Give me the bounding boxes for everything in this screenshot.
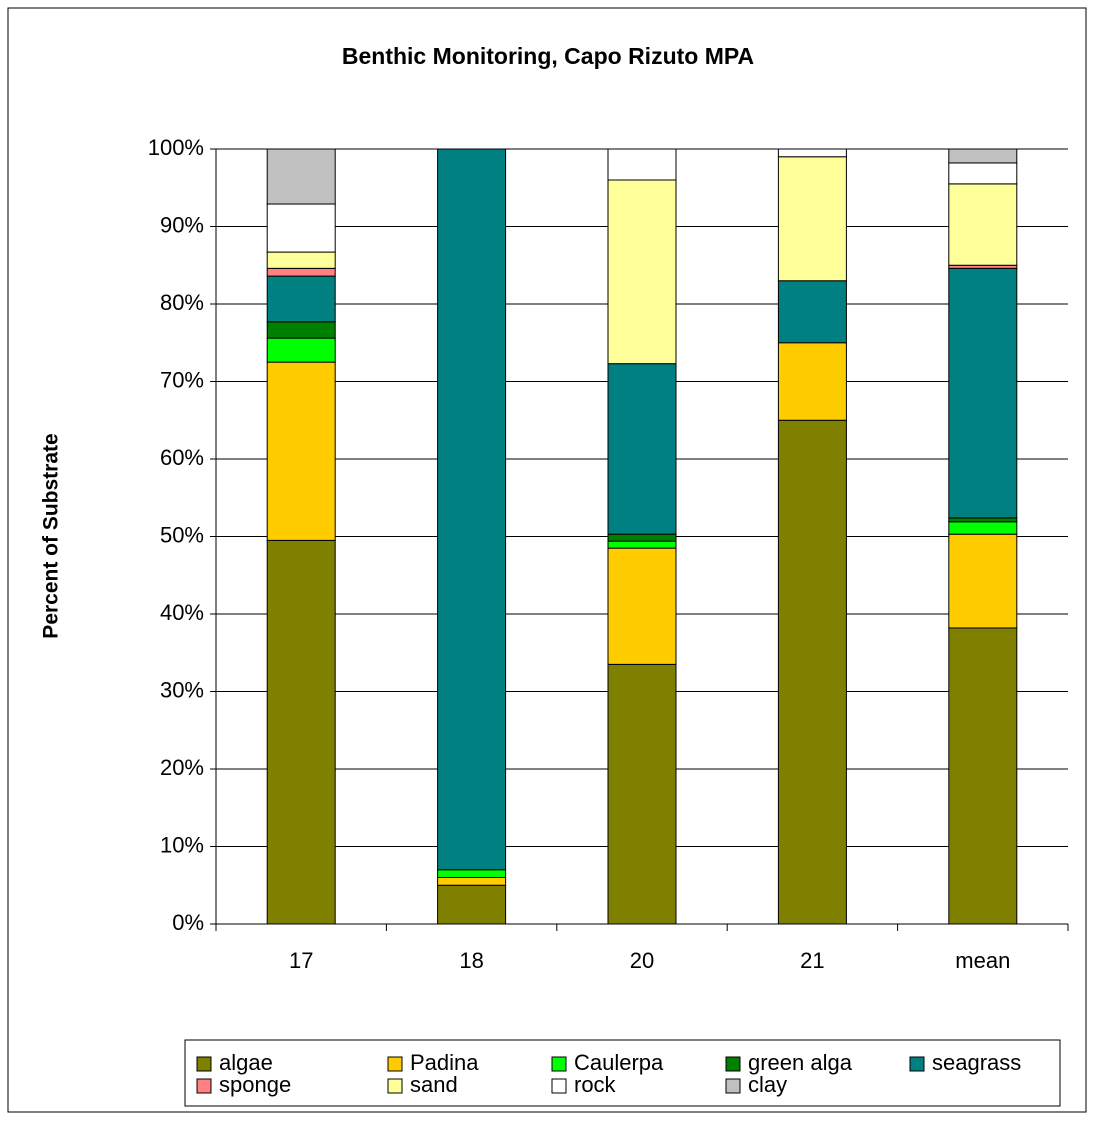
x-tick-label: mean bbox=[955, 948, 1010, 973]
legend-box bbox=[184, 1039, 1061, 1107]
bar-segment bbox=[266, 337, 336, 363]
legend-swatch bbox=[196, 1056, 212, 1072]
x-tick-label: 20 bbox=[630, 948, 654, 973]
legend-swatch bbox=[551, 1078, 567, 1094]
y-tick-label: 0% bbox=[172, 910, 204, 935]
y-tick-label: 100% bbox=[148, 135, 204, 160]
legend-swatch bbox=[387, 1078, 403, 1094]
bar-segment bbox=[437, 877, 507, 886]
y-tick-label: 50% bbox=[160, 522, 204, 547]
x-tick-label: 18 bbox=[459, 948, 483, 973]
bar-segment bbox=[437, 884, 507, 925]
bar-segment bbox=[607, 663, 677, 925]
y-tick-label: 20% bbox=[160, 755, 204, 780]
y-tick-label: 90% bbox=[160, 212, 204, 237]
bar-segment bbox=[948, 148, 1018, 164]
bar-segment bbox=[266, 267, 336, 277]
legend-label: algae bbox=[219, 1050, 273, 1075]
y-tick-label: 70% bbox=[160, 367, 204, 392]
y-tick-label: 40% bbox=[160, 600, 204, 625]
chart-frame bbox=[7, 7, 1087, 1113]
legend-label: seagrass bbox=[932, 1050, 1021, 1075]
bar-segment bbox=[607, 148, 677, 181]
y-tick-label: 10% bbox=[160, 832, 204, 857]
bar-segment bbox=[266, 539, 336, 925]
y-tick-label: 60% bbox=[160, 445, 204, 470]
legend-label: Padina bbox=[410, 1050, 479, 1075]
bar-segment bbox=[607, 179, 677, 365]
bar-segment bbox=[948, 533, 1018, 629]
legend-swatch bbox=[909, 1056, 925, 1072]
legend-label: green alga bbox=[748, 1050, 853, 1075]
bar-segment bbox=[266, 321, 336, 339]
legend-swatch bbox=[551, 1056, 567, 1072]
bar-segment bbox=[437, 148, 507, 871]
y-tick-label: 30% bbox=[160, 677, 204, 702]
bar-segment bbox=[948, 162, 1018, 185]
bar-segment bbox=[266, 251, 336, 269]
bar-segment bbox=[607, 533, 677, 542]
bar-segment bbox=[948, 183, 1018, 266]
legend-swatch bbox=[725, 1056, 741, 1072]
bar-segment bbox=[777, 280, 847, 344]
bar-segment bbox=[607, 547, 677, 665]
legend-swatch bbox=[725, 1078, 741, 1094]
bar-segment bbox=[777, 156, 847, 282]
bar-segment bbox=[266, 203, 336, 253]
legend-swatch bbox=[387, 1056, 403, 1072]
legend-label: clay bbox=[748, 1072, 787, 1097]
bar-segment bbox=[266, 275, 336, 323]
x-tick-label: 21 bbox=[800, 948, 824, 973]
bar-segment bbox=[948, 521, 1018, 535]
legend-label: Caulerpa bbox=[574, 1050, 664, 1075]
legend-swatch bbox=[196, 1078, 212, 1094]
bar-segment bbox=[266, 148, 336, 205]
y-axis-label: Percent of Substrate bbox=[40, 433, 63, 638]
bar-segment bbox=[437, 869, 507, 878]
chart-title: Benthic Monitoring, Capo Rizuto MPA bbox=[342, 43, 754, 69]
bar-segment bbox=[948, 267, 1018, 519]
bar-segment bbox=[266, 361, 336, 541]
legend-label: sand bbox=[410, 1072, 458, 1097]
legend-label: rock bbox=[574, 1072, 617, 1097]
bar-segment bbox=[777, 148, 847, 158]
x-tick-label: 17 bbox=[289, 948, 313, 973]
bar-segment bbox=[607, 363, 677, 535]
y-tick-label: 80% bbox=[160, 290, 204, 315]
legend-label: sponge bbox=[219, 1072, 291, 1097]
bar-segment bbox=[607, 540, 677, 549]
bar-segment bbox=[777, 419, 847, 925]
bar-segment bbox=[948, 627, 1018, 925]
bar-segment bbox=[777, 342, 847, 421]
bar-segment bbox=[948, 517, 1018, 523]
